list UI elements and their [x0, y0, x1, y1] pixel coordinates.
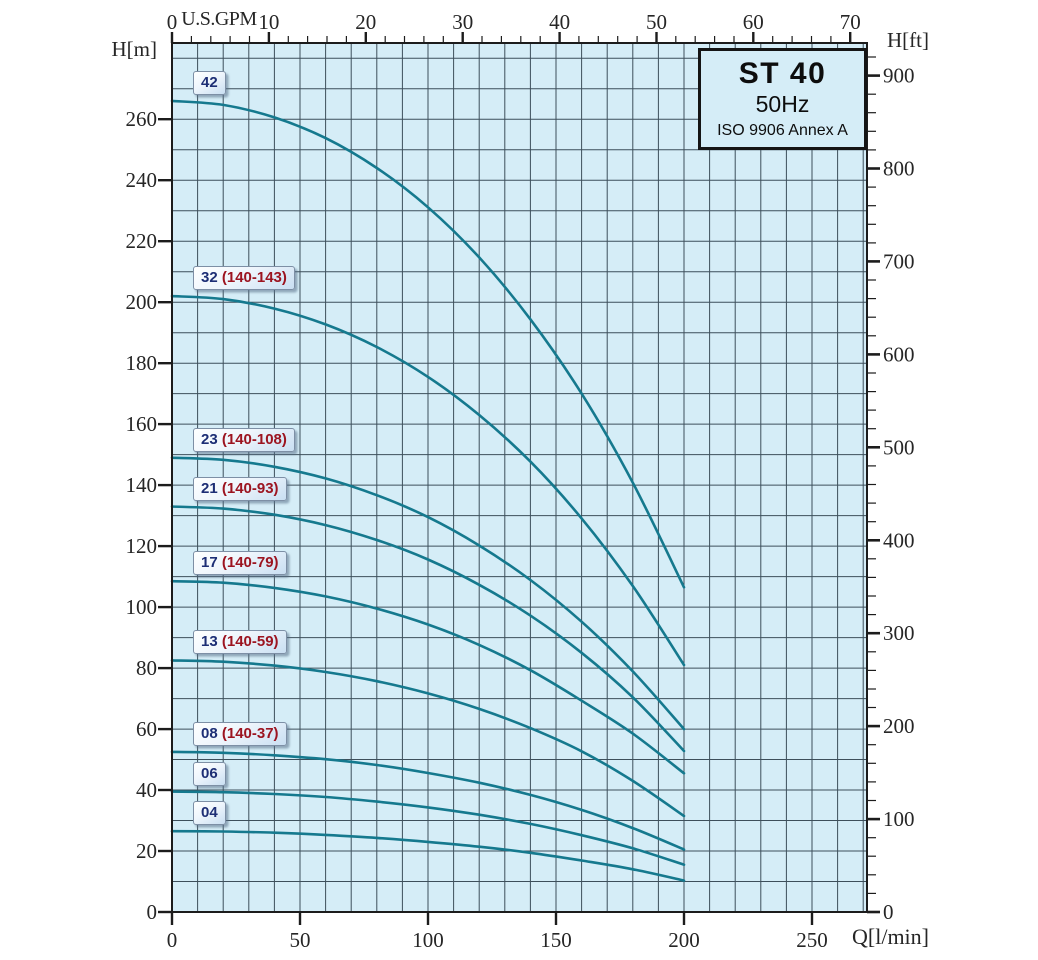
tick-label: 40 [136, 778, 157, 802]
curve-badge-range: (140-108) [217, 430, 287, 448]
tick-label: 50 [646, 10, 667, 34]
tick-label: 100 [412, 928, 444, 952]
pump-curve-23 [170, 456, 686, 731]
tick-label: 80 [136, 656, 157, 680]
tick-label: 200 [668, 928, 700, 952]
curve-badge-number: 08 [201, 724, 218, 742]
tick-label: 220 [126, 229, 158, 253]
tick-label: 260 [126, 107, 158, 131]
title-block: ST 40 50Hz ISO 9906 Annex A [698, 48, 867, 150]
tick-label: 100 [126, 595, 158, 619]
tick-label: 600 [883, 342, 915, 366]
plot-area [172, 43, 867, 912]
curve-badge-range: (140-59) [217, 633, 279, 651]
tick-label: 700 [883, 249, 915, 273]
tick-label: 120 [126, 534, 158, 558]
curve-badge-range: (140-79) [217, 554, 279, 572]
curve-badge-42: 42 [193, 70, 226, 95]
standard: ISO 9906 Annex A [717, 122, 848, 139]
tick-label: 240 [126, 168, 158, 192]
tick-label: 60 [743, 10, 764, 34]
right-axis-unit: H[ft] [887, 28, 929, 52]
curve-badge-number: 42 [201, 73, 218, 91]
tick-label: 200 [883, 714, 915, 738]
curve-badge-32: 32 (140-143) [193, 266, 295, 291]
pump-model: ST 40 [738, 57, 827, 90]
tick-label: 0 [167, 928, 178, 952]
tick-label: 300 [883, 621, 915, 645]
tick-label: 500 [883, 435, 915, 459]
tick-label: 200 [126, 290, 158, 314]
curve-badge-range: (140-37) [217, 724, 279, 742]
pump-curve-13 [170, 659, 686, 818]
pump-curve-42 [170, 99, 686, 589]
curve-badge-13: 13 (140-59) [193, 630, 287, 655]
pump-curves [170, 99, 686, 882]
pump-curve-17 [170, 579, 686, 775]
tick-label: 60 [136, 717, 157, 741]
curve-badge-number: 23 [201, 430, 218, 448]
tick-label: 800 [883, 157, 915, 181]
pump-curve-04 [170, 829, 686, 882]
tick-label: 100 [883, 807, 915, 831]
tick-label: 20 [355, 10, 376, 34]
tick-label: 10 [258, 10, 279, 34]
tick-label: 400 [883, 528, 915, 552]
curve-badge-range: (140-143) [217, 269, 287, 287]
left-axis-unit: H[m] [111, 37, 158, 61]
plot-border [171, 42, 868, 913]
tick-label: 140 [126, 473, 158, 497]
curve-badge-17: 17 (140-79) [193, 551, 287, 576]
curve-badge-range: (140-93) [217, 479, 279, 497]
curve-badge-number: 04 [201, 804, 218, 822]
curve-badge-23: 23 (140-108) [193, 427, 295, 452]
curve-badge-number: 21 [201, 479, 218, 497]
tick-label: 150 [540, 928, 572, 952]
tick-label: 250 [796, 928, 828, 952]
axis-ticks [158, 32, 880, 925]
pump-curve-08 [170, 750, 686, 851]
tick-label: 0 [883, 900, 894, 924]
tick-label: 40 [549, 10, 570, 34]
curve-badge-number: 13 [201, 633, 218, 651]
curve-badge-04: 04 [193, 801, 226, 826]
curve-badge-06: 06 [193, 761, 226, 786]
tick-label: 900 [883, 64, 915, 88]
pump-curve-06 [170, 790, 686, 866]
bottom-axis-unit: Q[l/min] [852, 924, 929, 949]
tick-label: 160 [126, 412, 158, 436]
tick-label: 30 [452, 10, 473, 34]
tick-label: 50 [290, 928, 311, 952]
tick-label: 70 [840, 10, 861, 34]
curve-badge-08: 08 (140-37) [193, 721, 287, 746]
curve-badge-21: 21 (140-93) [193, 476, 287, 501]
tick-label: 20 [136, 839, 157, 863]
curve-badge-number: 32 [201, 269, 218, 287]
curve-badge-number: 17 [201, 554, 218, 572]
tick-label: 0 [147, 900, 158, 924]
frequency: 50Hz [755, 91, 810, 117]
pump-curve-32 [170, 294, 686, 667]
tick-label: 0 [167, 10, 178, 34]
top-axis-unit: U.S.GPM [181, 8, 257, 30]
tick-label: 180 [126, 351, 158, 375]
curve-badge-number: 06 [201, 764, 218, 782]
pump-curve-21 [170, 505, 686, 753]
